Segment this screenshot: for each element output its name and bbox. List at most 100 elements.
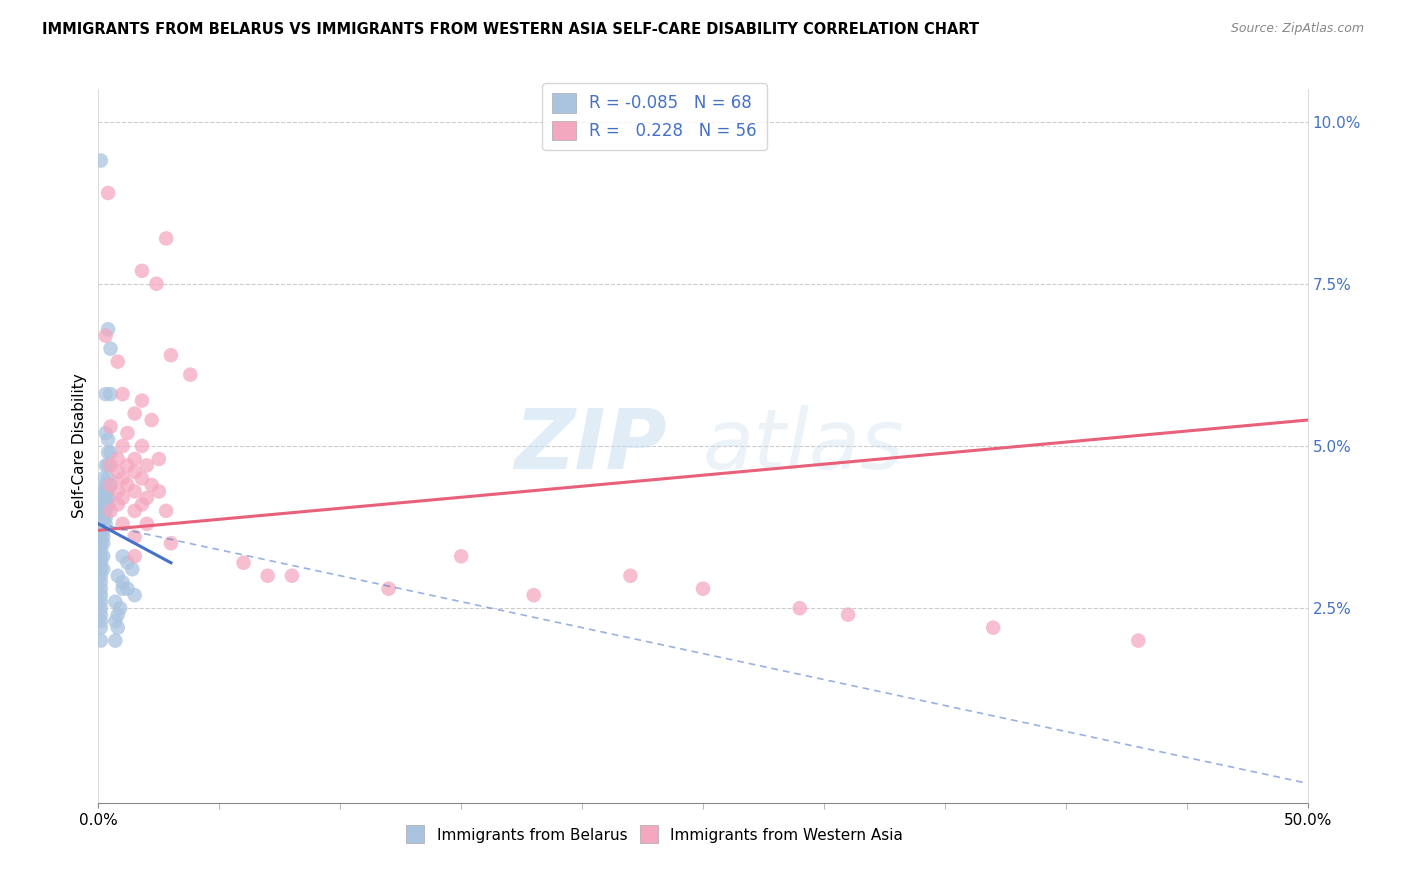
- Point: [148, 452, 170, 467]
- Point: [124, 452, 146, 467]
- Point: [90, 549, 112, 564]
- Point: [100, 445, 122, 459]
- Point: [117, 458, 139, 473]
- Point: [97, 484, 120, 499]
- Point: [450, 549, 472, 564]
- Point: [94, 328, 117, 343]
- Point: [90, 614, 112, 628]
- Point: [90, 621, 112, 635]
- Point: [232, 556, 254, 570]
- Point: [111, 491, 134, 505]
- Point: [108, 601, 131, 615]
- Point: [90, 575, 112, 590]
- Point: [124, 504, 146, 518]
- Point: [97, 433, 120, 447]
- Point: [117, 582, 139, 596]
- Point: [121, 562, 143, 576]
- Point: [104, 633, 127, 648]
- Point: [94, 497, 117, 511]
- Point: [377, 582, 399, 596]
- Point: [179, 368, 201, 382]
- Point: [107, 607, 129, 622]
- Point: [91, 484, 114, 499]
- Point: [90, 536, 112, 550]
- Point: [94, 387, 117, 401]
- Point: [90, 595, 112, 609]
- Point: [117, 556, 139, 570]
- Point: [107, 452, 129, 467]
- Point: [94, 425, 117, 440]
- Point: [141, 413, 163, 427]
- Point: [256, 568, 278, 582]
- Point: [91, 471, 114, 485]
- Point: [135, 516, 157, 531]
- Point: [692, 582, 714, 596]
- Point: [124, 588, 146, 602]
- Point: [91, 504, 114, 518]
- Point: [131, 439, 153, 453]
- Point: [100, 504, 122, 518]
- Point: [94, 484, 117, 499]
- Point: [97, 186, 120, 200]
- Point: [90, 601, 112, 615]
- Point: [90, 497, 112, 511]
- Point: [97, 445, 120, 459]
- Point: [111, 582, 134, 596]
- Point: [141, 478, 163, 492]
- Point: [131, 471, 153, 485]
- Point: [94, 510, 117, 524]
- Point: [90, 582, 112, 596]
- Point: [100, 458, 122, 473]
- Point: [111, 387, 134, 401]
- Legend: Immigrants from Belarus, Immigrants from Western Asia: Immigrants from Belarus, Immigrants from…: [401, 822, 910, 848]
- Point: [97, 458, 120, 473]
- Point: [135, 491, 157, 505]
- Point: [91, 536, 114, 550]
- Point: [523, 588, 546, 602]
- Point: [100, 419, 122, 434]
- Point: [100, 478, 122, 492]
- Point: [111, 516, 134, 531]
- Point: [131, 497, 153, 511]
- Point: [91, 549, 114, 564]
- Text: Source: ZipAtlas.com: Source: ZipAtlas.com: [1230, 22, 1364, 36]
- Point: [90, 516, 112, 531]
- Point: [111, 549, 134, 564]
- Point: [160, 348, 183, 362]
- Point: [97, 322, 120, 336]
- Point: [281, 568, 304, 582]
- Point: [155, 504, 177, 518]
- Point: [90, 542, 112, 557]
- Point: [124, 407, 146, 421]
- Point: [97, 497, 120, 511]
- Point: [91, 524, 114, 538]
- Point: [107, 465, 129, 479]
- Point: [107, 354, 129, 368]
- Point: [90, 524, 112, 538]
- Point: [91, 491, 114, 505]
- Point: [91, 516, 114, 531]
- Text: IMMIGRANTS FROM BELARUS VS IMMIGRANTS FROM WESTERN ASIA SELF-CARE DISABILITY COR: IMMIGRANTS FROM BELARUS VS IMMIGRANTS FR…: [42, 22, 980, 37]
- Point: [90, 568, 112, 582]
- Point: [124, 465, 146, 479]
- Point: [90, 562, 112, 576]
- Text: atlas: atlas: [703, 406, 904, 486]
- Point: [111, 439, 134, 453]
- Point: [107, 497, 129, 511]
- Point: [90, 588, 112, 602]
- Point: [619, 568, 641, 582]
- Point: [91, 530, 114, 544]
- Point: [100, 478, 122, 492]
- Point: [90, 607, 112, 622]
- Point: [131, 264, 153, 278]
- Point: [90, 556, 112, 570]
- Point: [117, 425, 139, 440]
- Point: [111, 575, 134, 590]
- Point: [124, 549, 146, 564]
- Point: [131, 393, 153, 408]
- Y-axis label: Self-Care Disability: Self-Care Disability: [72, 374, 87, 518]
- Point: [107, 568, 129, 582]
- Point: [981, 621, 1004, 635]
- Point: [90, 530, 112, 544]
- Point: [91, 562, 114, 576]
